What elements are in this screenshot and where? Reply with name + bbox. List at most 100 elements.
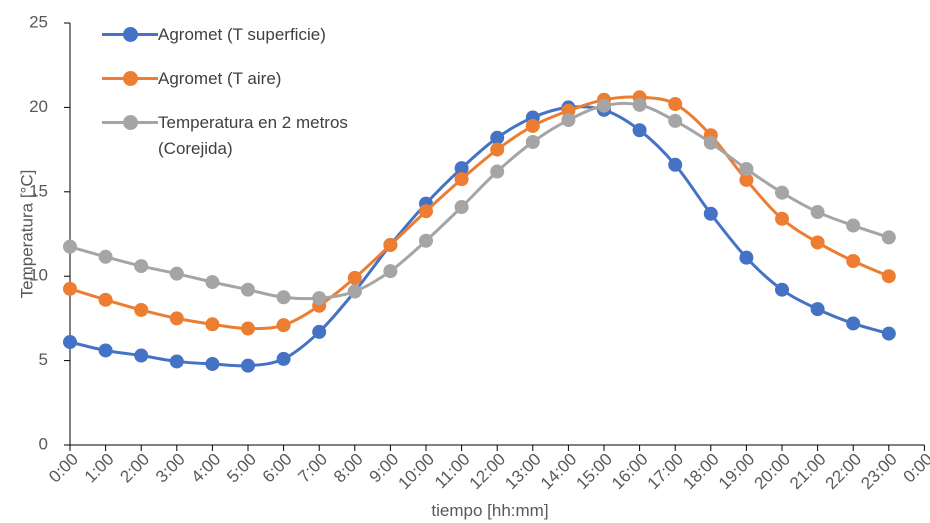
x-tick-label: 21:00 <box>786 450 830 494</box>
point <box>383 264 398 279</box>
point <box>312 291 327 306</box>
point <box>241 321 255 336</box>
point <box>419 204 433 219</box>
point <box>205 317 220 332</box>
point <box>846 218 861 233</box>
point <box>454 172 469 187</box>
legend-symbol <box>102 112 158 134</box>
legend-label: Agromet (T superficie) <box>158 25 326 44</box>
x-tick-label: 6:00 <box>259 450 296 487</box>
x-tick-label: 14:00 <box>537 450 581 494</box>
x-tick-label: 12:00 <box>466 450 510 494</box>
point <box>703 206 718 221</box>
x-axis-label: tiempo [hh:mm] <box>431 501 548 520</box>
point <box>775 282 789 297</box>
point <box>668 113 683 128</box>
y-tick-label: 5 <box>39 350 48 369</box>
point <box>134 302 149 317</box>
point <box>63 281 77 296</box>
x-tick-label: 13:00 <box>501 450 545 494</box>
point <box>205 275 220 290</box>
y-tick-label: 0 <box>39 434 48 453</box>
point <box>419 233 433 248</box>
x-tick-label: 3:00 <box>152 450 189 487</box>
point <box>98 292 113 307</box>
point <box>347 284 362 299</box>
point <box>597 98 611 113</box>
legend: Agromet (T superficie) Agromet (T aire) Te… <box>102 24 402 182</box>
point <box>525 118 540 133</box>
point <box>383 237 398 252</box>
point <box>276 318 291 333</box>
x-tick-label: 19:00 <box>715 450 759 494</box>
x-tick-label: 5:00 <box>223 450 260 487</box>
point <box>632 123 647 138</box>
point <box>881 230 896 245</box>
point <box>881 326 896 341</box>
point <box>881 269 896 284</box>
point <box>454 161 469 176</box>
x-tick-label: 7:00 <box>294 450 331 487</box>
point <box>490 130 505 145</box>
point <box>276 351 291 366</box>
x-tick-label: 0:00 <box>900 450 930 487</box>
x-tick-label: 1:00 <box>81 450 118 487</box>
point <box>134 348 149 363</box>
point <box>169 266 184 281</box>
x-tick-label: 4:00 <box>188 450 225 487</box>
x-tick-label: 20:00 <box>750 450 794 494</box>
point <box>739 250 754 265</box>
point <box>169 354 184 369</box>
point <box>490 142 505 157</box>
y-tick-label: 10 <box>29 266 48 285</box>
legend-symbol <box>102 68 158 90</box>
x-tick-label: 10:00 <box>394 450 438 494</box>
point <box>312 324 327 339</box>
legend-item: Agromet (T aire) <box>102 68 402 92</box>
legend-label: Temperatura en 2 metros (Corejida) <box>158 113 348 158</box>
x-tick-label: 22:00 <box>822 450 866 494</box>
point <box>276 290 291 305</box>
legend-label: Agromet (T aire) <box>158 69 282 88</box>
point <box>846 316 861 331</box>
x-tick-label: 17:00 <box>644 450 688 494</box>
point <box>454 199 469 214</box>
point <box>63 239 77 254</box>
point <box>846 254 861 269</box>
point <box>775 185 789 200</box>
point <box>739 172 754 187</box>
point <box>668 157 683 172</box>
y-tick-label: 25 <box>29 12 48 31</box>
legend-symbol <box>102 24 158 46</box>
point <box>98 249 113 264</box>
point <box>775 211 789 226</box>
x-tick-label: 2:00 <box>116 450 153 487</box>
y-tick-label: 20 <box>29 97 48 116</box>
point <box>632 97 647 112</box>
x-tick-label: 8:00 <box>330 450 367 487</box>
point <box>668 97 683 112</box>
point <box>703 135 718 150</box>
y-tick-label: 15 <box>29 181 48 200</box>
point <box>525 135 540 150</box>
x-tick-label: 0:00 <box>45 450 82 487</box>
point <box>490 164 505 179</box>
x-tick-label: 11:00 <box>431 450 474 493</box>
point <box>205 356 220 371</box>
point <box>241 282 255 297</box>
point <box>63 335 77 350</box>
point <box>98 343 113 358</box>
point <box>739 162 754 177</box>
point <box>169 311 184 326</box>
point <box>561 113 576 128</box>
x-tick-label: 23:00 <box>857 450 901 494</box>
x-tick-label: 18:00 <box>679 450 723 494</box>
point <box>134 259 149 274</box>
point <box>810 302 825 317</box>
point <box>241 358 255 373</box>
legend-item: Agromet (T superficie) <box>102 24 402 48</box>
y-axis-label: Temperatura [°C] <box>17 170 36 299</box>
point <box>347 270 362 285</box>
point <box>810 235 825 250</box>
